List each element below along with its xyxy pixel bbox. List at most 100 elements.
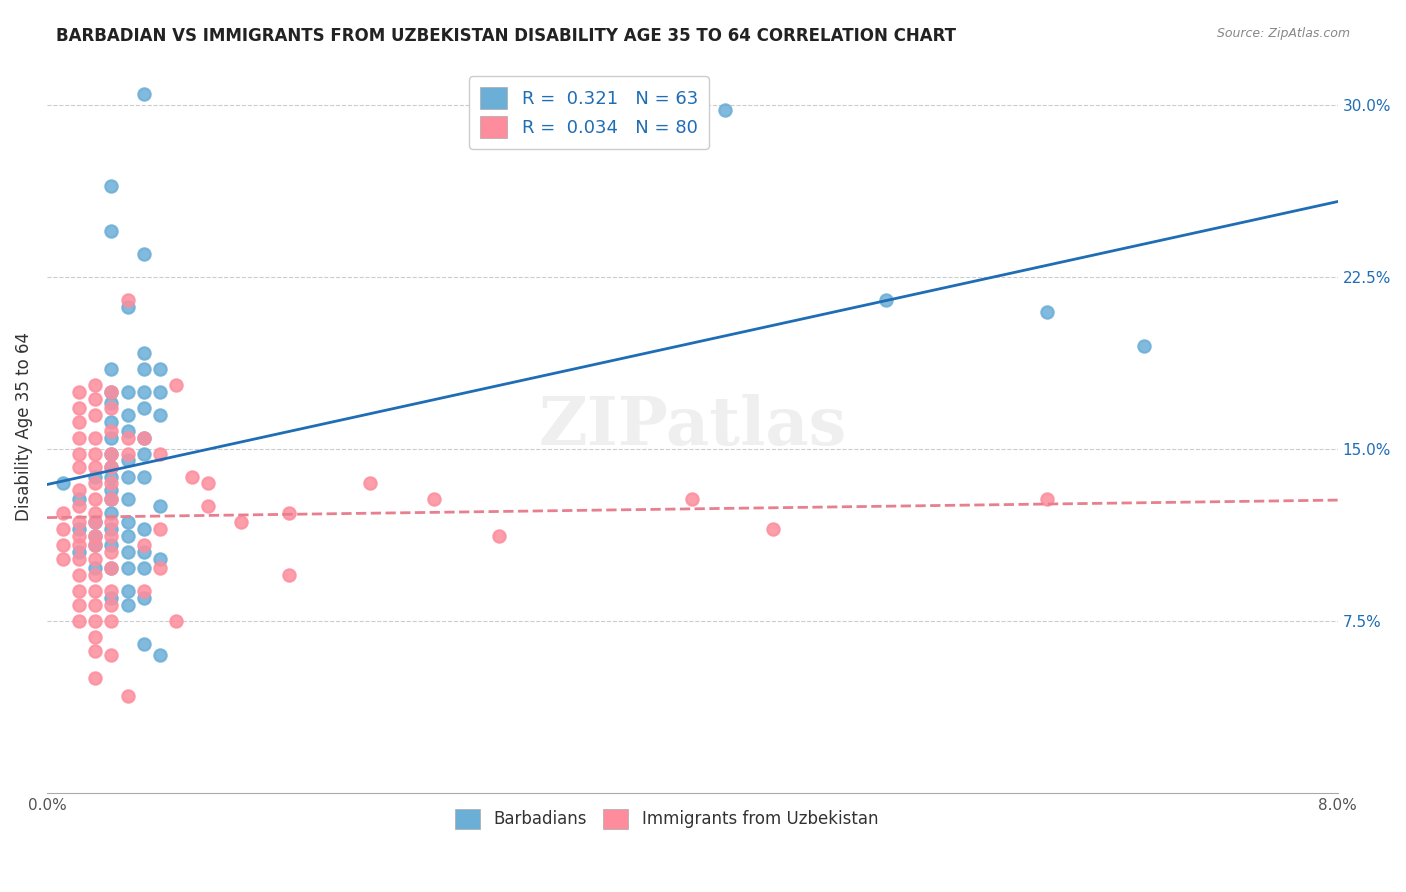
Point: [117, 384, 139, 399]
Point: [762, 522, 785, 536]
Point: [132, 431, 155, 445]
Point: [117, 545, 139, 559]
Point: [84, 506, 107, 520]
Point: [67, 431, 90, 445]
Point: [1133, 339, 1156, 353]
Point: [84, 476, 107, 491]
Point: [181, 469, 204, 483]
Point: [117, 447, 139, 461]
Point: [117, 598, 139, 612]
Point: [67, 538, 90, 552]
Point: [84, 538, 107, 552]
Point: [132, 561, 155, 575]
Point: [100, 460, 122, 475]
Point: [67, 545, 90, 559]
Point: [117, 453, 139, 467]
Text: BARBADIAN VS IMMIGRANTS FROM UZBEKISTAN DISABILITY AGE 35 TO 64 CORRELATION CHAR: BARBADIAN VS IMMIGRANTS FROM UZBEKISTAN …: [56, 27, 956, 45]
Point: [100, 415, 122, 429]
Point: [100, 522, 122, 536]
Point: [117, 300, 139, 314]
Point: [681, 492, 703, 507]
Point: [149, 552, 172, 566]
Point: [149, 648, 172, 663]
Point: [52, 476, 75, 491]
Point: [132, 545, 155, 559]
Point: [100, 614, 122, 628]
Y-axis label: Disability Age 35 to 64: Disability Age 35 to 64: [15, 332, 32, 521]
Point: [149, 447, 172, 461]
Point: [713, 103, 735, 117]
Point: [67, 529, 90, 543]
Point: [84, 561, 107, 575]
Point: [67, 384, 90, 399]
Point: [52, 552, 75, 566]
Point: [67, 584, 90, 599]
Point: [100, 424, 122, 438]
Legend: Barbadians, Immigrants from Uzbekistan: Barbadians, Immigrants from Uzbekistan: [449, 802, 884, 836]
Point: [84, 529, 107, 543]
Point: [149, 384, 172, 399]
Point: [84, 529, 107, 543]
Point: [100, 561, 122, 575]
Point: [277, 568, 299, 582]
Point: [100, 447, 122, 461]
Point: [67, 516, 90, 530]
Point: [165, 614, 187, 628]
Point: [132, 637, 155, 651]
Point: [229, 516, 252, 530]
Point: [149, 408, 172, 422]
Point: [132, 384, 155, 399]
Point: [67, 483, 90, 498]
Point: [84, 552, 107, 566]
Point: [100, 362, 122, 376]
Point: [52, 538, 75, 552]
Point: [84, 538, 107, 552]
Point: [100, 598, 122, 612]
Point: [132, 591, 155, 605]
Point: [117, 408, 139, 422]
Point: [84, 377, 107, 392]
Point: [100, 591, 122, 605]
Point: [100, 584, 122, 599]
Point: [165, 377, 187, 392]
Point: [67, 500, 90, 514]
Point: [67, 415, 90, 429]
Point: [67, 460, 90, 475]
Point: [67, 598, 90, 612]
Point: [117, 293, 139, 307]
Point: [84, 671, 107, 685]
Point: [100, 384, 122, 399]
Text: Source: ZipAtlas.com: Source: ZipAtlas.com: [1216, 27, 1350, 40]
Point: [132, 469, 155, 483]
Point: [132, 538, 155, 552]
Point: [84, 516, 107, 530]
Point: [875, 293, 897, 307]
Point: [132, 87, 155, 101]
Point: [117, 516, 139, 530]
Point: [84, 447, 107, 461]
Point: [100, 469, 122, 483]
Point: [117, 561, 139, 575]
Point: [1036, 492, 1059, 507]
Point: [132, 431, 155, 445]
Point: [67, 568, 90, 582]
Point: [117, 469, 139, 483]
Point: [117, 690, 139, 704]
Point: [84, 614, 107, 628]
Point: [100, 492, 122, 507]
Point: [67, 614, 90, 628]
Point: [100, 460, 122, 475]
Point: [84, 643, 107, 657]
Point: [132, 447, 155, 461]
Point: [100, 538, 122, 552]
Point: [100, 401, 122, 415]
Point: [132, 401, 155, 415]
Point: [100, 529, 122, 543]
Point: [84, 584, 107, 599]
Text: ZIPatlas: ZIPatlas: [538, 393, 846, 458]
Point: [84, 431, 107, 445]
Point: [359, 476, 381, 491]
Point: [100, 516, 122, 530]
Point: [423, 492, 446, 507]
Point: [100, 492, 122, 507]
